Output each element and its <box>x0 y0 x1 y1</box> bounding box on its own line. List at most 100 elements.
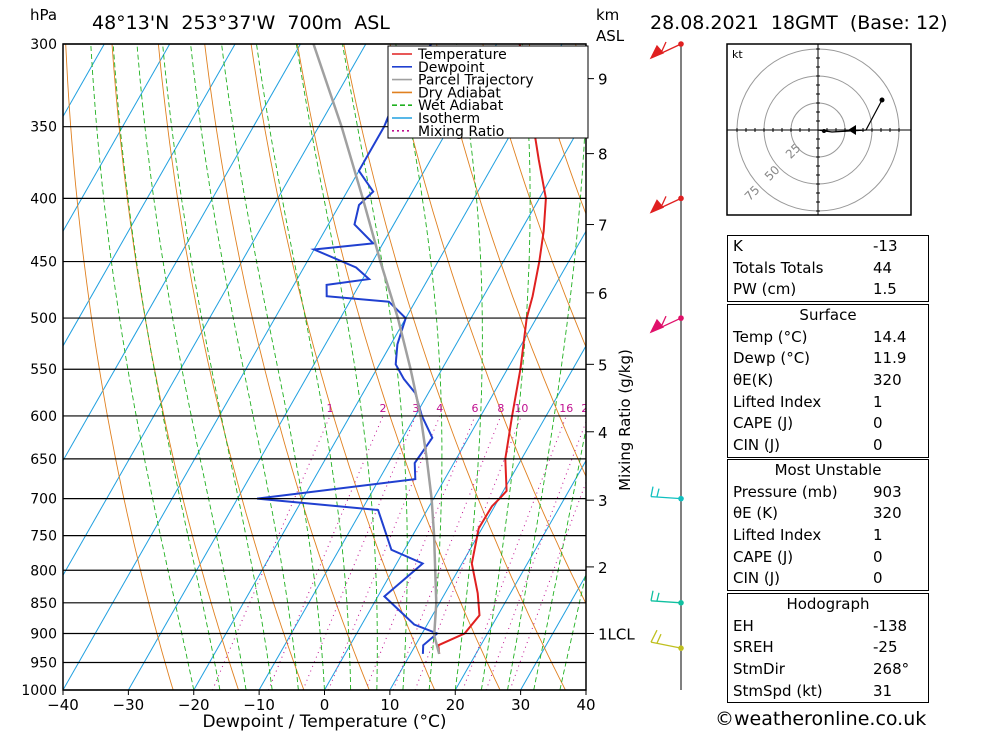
wind-barb-flag <box>650 629 658 643</box>
pressure-tick-label: 700 <box>30 492 57 508</box>
wind-barb <box>650 486 682 500</box>
dry-adiabat-line <box>436 44 586 478</box>
height-tick-label: 8 <box>598 146 608 164</box>
legend-box <box>387 45 589 139</box>
mixing-ratio-label: 4 <box>436 402 443 415</box>
height-tick-label: 3 <box>598 492 608 510</box>
x-tick-label: −10 <box>243 696 275 714</box>
pressure-tick-label: 850 <box>30 596 57 612</box>
pressure-tick-label: 300 <box>30 37 57 53</box>
wet-adiabat-line <box>342 44 408 690</box>
wind-barb <box>649 315 682 334</box>
isotherm-line <box>520 574 586 690</box>
isotherm-line <box>193 44 563 690</box>
pressure-unit-label: hPa <box>30 6 58 24</box>
wind-barb-flag <box>660 41 667 54</box>
pressure-tick-label: 400 <box>30 191 57 207</box>
surface-row: CIN (J) 0 <box>733 436 883 455</box>
wind-barb-flag <box>650 590 654 601</box>
wind-barb-staff <box>650 641 682 649</box>
hodo-row: EH -138 <box>733 616 908 635</box>
header-location: 48°13'N 253°37'W 700m ASL <box>92 12 390 34</box>
index-row-k: K -13 <box>733 237 898 255</box>
wind-barb-pennant <box>649 44 665 60</box>
mixing-ratio-label: 3 <box>412 402 419 415</box>
unstable-row: CAPE (J) 0 <box>733 547 883 566</box>
mixing-ratio-line <box>267 415 384 690</box>
wet-adiabat-line <box>112 44 221 690</box>
unstable-row: θE (K) 320 <box>733 504 902 523</box>
most-unstable-table: Most Unstable Pressure (mb) 903 θE (K) 320… <box>727 459 929 592</box>
dewpoint-line <box>256 44 440 654</box>
legend-label: Wet Adiabat <box>418 98 504 114</box>
hodograph-title: Hodograph <box>786 595 870 613</box>
height-tick-label: 6 <box>598 285 608 303</box>
mixing-ratio-label: 1 <box>327 402 334 415</box>
surface-row: θE(K) 320 <box>733 371 902 390</box>
index-row-pw: PW (cm) 1.5 <box>733 280 897 299</box>
temperature-line <box>437 44 547 655</box>
legend-label: Temperature <box>417 47 507 63</box>
hodo-row: StmDir 268° <box>733 660 910 679</box>
height-tick-label: 4 <box>598 424 608 442</box>
hodograph-table: Hodograph EH -138 SREH -25 StmDir 268° StmS… <box>727 593 929 704</box>
wet-adiabat-line <box>190 44 299 690</box>
hodo-row: SREH -25 <box>733 638 898 657</box>
plot-frame <box>62 43 587 691</box>
header-datetime: 28.08.2021 18GMT (Base: 12) <box>650 12 948 34</box>
unstable-row: Lifted Index 1 <box>733 526 883 545</box>
height-tick-label: 5 <box>598 356 608 374</box>
copyright-footer[interactable]: ©weatheronline.co.uk <box>715 708 927 730</box>
height-tick-label: 7 <box>598 217 608 235</box>
parcel-trajectory-line <box>312 44 441 655</box>
most-unstable-title: Most Unstable <box>774 461 882 479</box>
pressure-tick-label: 600 <box>30 409 57 425</box>
x-tick-label: −40 <box>47 696 79 714</box>
height-tick-label: 2 <box>598 559 608 577</box>
x-tick-label: 20 <box>446 696 465 714</box>
wind-barb-flag <box>660 196 667 208</box>
wind-barb-flag <box>650 486 654 497</box>
hodo-row: StmSpd (kt) 31 <box>733 681 893 700</box>
surface-row: Lifted Index 1 <box>733 392 883 411</box>
wind-barb-staff <box>650 600 682 604</box>
mixing-ratio-axis-label: Mixing Ratio (g/kg) <box>616 349 634 491</box>
mixing-ratio-label: 16 <box>559 402 573 415</box>
mixing-ratio-line <box>392 415 502 690</box>
pressure-tick-label: 500 <box>30 311 57 327</box>
dry-adiabat-line <box>111 44 239 690</box>
legend-label: Isotherm <box>418 111 480 127</box>
dry-adiabat-line <box>296 44 501 690</box>
legend-label: Mixing Ratio <box>418 124 504 140</box>
wind-barb <box>649 196 682 214</box>
index-row-totals: Totals Totals 44 <box>733 258 893 277</box>
x-tick-label: 30 <box>511 696 530 714</box>
x-tick-label: 10 <box>380 696 399 714</box>
wind-barb-dot <box>678 495 684 502</box>
isotherm-line <box>63 44 171 233</box>
wet-adiabat-line <box>295 44 378 690</box>
wind-barb <box>650 590 682 604</box>
legend-label: Dewpoint <box>418 60 485 76</box>
wind-barb-pennant <box>649 318 665 334</box>
pressure-tick-label: 800 <box>30 563 57 579</box>
pressure-tick-label: 750 <box>30 529 57 545</box>
wet-adiabat-line <box>585 687 586 690</box>
pressure-tick-label: 950 <box>30 655 57 671</box>
mixing-ratio-line <box>302 415 417 690</box>
wind-barb-pennant <box>649 199 665 214</box>
surface-row: CAPE (J) 0 <box>733 414 883 433</box>
wind-barb-staff <box>650 495 682 500</box>
x-tick-label: −30 <box>113 696 145 714</box>
wet-adiabat-line <box>162 44 273 690</box>
asl-label: ASL <box>596 27 625 45</box>
wind-barb <box>650 629 682 649</box>
hodograph-unit: kt <box>732 48 743 61</box>
height-tick-label: 1LCL <box>598 625 635 643</box>
isotherm-line <box>63 44 236 347</box>
hodograph-storm-point <box>822 129 826 133</box>
isotherm-line <box>127 44 498 690</box>
isotherm-line <box>258 115 586 690</box>
surface-table: Surface Temp (°C) 14.4 Dewp (°C) 11.9 θE(K… <box>727 304 929 458</box>
